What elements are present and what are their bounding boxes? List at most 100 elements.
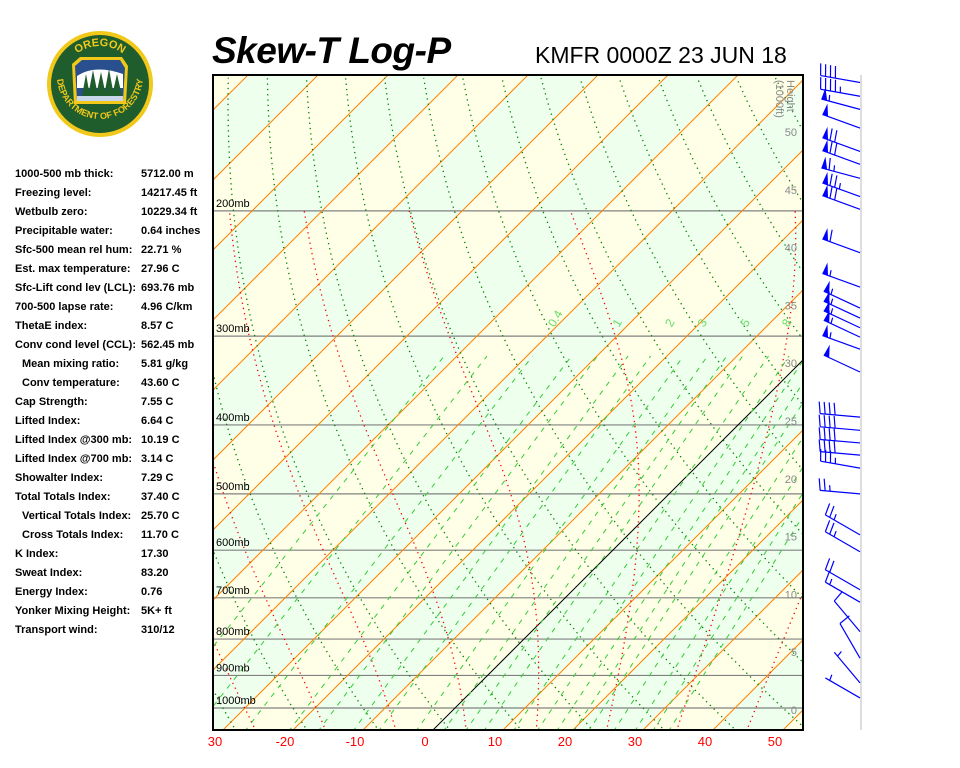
wind-barb-half-tick bbox=[829, 674, 833, 681]
mixing-ratio-line bbox=[318, 355, 598, 730]
wind-barb-staff bbox=[822, 334, 861, 350]
stat-row: Showalter Index: 7.29 C bbox=[15, 472, 173, 488]
stat-value: 22.71 % bbox=[141, 244, 182, 256]
wind-barb-staff bbox=[820, 413, 861, 418]
wind-barb-staff bbox=[822, 272, 861, 288]
height-tick-label: 25 bbox=[785, 416, 797, 428]
isotherm-line bbox=[213, 75, 529, 391]
stat-value: 4.96 C/km bbox=[141, 301, 193, 313]
isotherm-line bbox=[851, 66, 960, 732]
stat-label: Cap Strength: bbox=[15, 396, 88, 408]
height-tick-label: 30 bbox=[785, 358, 797, 370]
chart-title: Skew-T Log-P bbox=[212, 30, 451, 71]
plot-frame bbox=[212, 74, 804, 731]
wind-barb-staff bbox=[822, 238, 861, 254]
stat-label: Sfc-500 mean rel hum: bbox=[15, 244, 133, 256]
wind-barb-staff bbox=[820, 489, 861, 495]
stat-value: 10.19 C bbox=[141, 434, 180, 446]
isobar-label: 300mb bbox=[216, 323, 250, 335]
stat-row: Wetbulb zero: 10229.34 ft bbox=[15, 206, 197, 222]
wind-barb-flag bbox=[823, 290, 830, 304]
stat-value: 14217.45 ft bbox=[141, 187, 198, 199]
wind-barb-flag bbox=[822, 103, 829, 117]
wind-barb-flag bbox=[821, 156, 828, 170]
isotherm-line bbox=[0, 66, 187, 732]
temperature-band bbox=[782, 709, 803, 730]
wind-barb-flag bbox=[822, 126, 829, 140]
stat-label: Lifted Index: bbox=[15, 415, 81, 427]
isobar-label: 900mb bbox=[216, 662, 250, 674]
wind-barb-flag bbox=[822, 139, 829, 153]
wind-barb-staff bbox=[821, 167, 861, 179]
wind-barb-tick bbox=[818, 427, 821, 440]
stat-row: ThetaE index: 8.57 C bbox=[15, 320, 173, 336]
wind-barb-flag bbox=[822, 324, 829, 338]
wind-barb-tick bbox=[818, 478, 821, 491]
wind-barb bbox=[823, 280, 861, 309]
mixing-ratio-line bbox=[652, 491, 803, 730]
wind-barb-flag bbox=[823, 344, 830, 358]
stat-label: Conv cond level (CCL): bbox=[15, 339, 137, 351]
wind-barb-flag bbox=[823, 280, 830, 294]
isotherm-line bbox=[572, 499, 803, 730]
stat-row: 700-500 lapse rate: 4.96 C/km bbox=[15, 301, 192, 317]
mixing-ratio-line bbox=[537, 355, 790, 730]
wind-barb-staff bbox=[822, 195, 861, 210]
wind-barb bbox=[833, 591, 861, 633]
dry-adiabat-line bbox=[893, 78, 960, 732]
height-tick-label: 50 bbox=[785, 127, 797, 139]
stat-row: K Index: 17.30 bbox=[15, 548, 169, 564]
wind-barb-tick bbox=[834, 130, 838, 143]
stat-label: Precipitable water: bbox=[15, 225, 113, 237]
stat-value: 11.70 C bbox=[141, 529, 179, 541]
wind-barb-tick bbox=[834, 175, 838, 188]
dry-adiabat-line bbox=[383, 77, 737, 730]
wind-barb-tick bbox=[824, 570, 831, 583]
isotherm-line bbox=[502, 429, 803, 730]
stat-label: Total Totals Index: bbox=[15, 491, 111, 503]
height-tick-label: 45 bbox=[785, 185, 797, 197]
wind-barb bbox=[818, 478, 861, 495]
wind-barb-half-tick bbox=[833, 165, 836, 172]
stat-label: Lifted Index @300 mb: bbox=[15, 434, 133, 446]
isotherm-line bbox=[213, 79, 803, 671]
wind-barb-staff bbox=[823, 319, 861, 338]
wind-barb-half-tick bbox=[830, 288, 834, 295]
wind-barb-tick bbox=[824, 558, 831, 570]
wind-barb-flag bbox=[823, 300, 830, 314]
isotherm-line bbox=[213, 75, 599, 461]
isobar-label: 200mb bbox=[216, 198, 250, 210]
wind-barb-staff bbox=[823, 290, 861, 309]
wind-barb-tick bbox=[829, 229, 833, 242]
wind-barb-staff bbox=[820, 460, 861, 469]
wind-barb bbox=[818, 401, 861, 418]
wind-barb bbox=[824, 570, 861, 603]
wind-barb bbox=[823, 300, 861, 329]
stat-value: 5K+ ft bbox=[141, 605, 172, 617]
wind-barb-tick bbox=[834, 187, 838, 201]
stat-label: Transport wind: bbox=[15, 624, 98, 636]
height-tick-label: 15 bbox=[785, 532, 797, 544]
wind-barb-tick bbox=[818, 439, 821, 452]
wind-barb-staff bbox=[822, 137, 861, 152]
wind-barb bbox=[822, 262, 861, 288]
stat-label: Freezing level: bbox=[15, 187, 92, 199]
wind-barb-tick bbox=[828, 157, 831, 171]
wind-barb bbox=[822, 103, 861, 129]
wind-barb-tick bbox=[823, 401, 826, 415]
wind-barb bbox=[823, 290, 861, 319]
isotherm-line bbox=[213, 75, 669, 531]
wind-barb-tick bbox=[833, 440, 836, 453]
height-tick-label: 20 bbox=[785, 474, 797, 486]
wind-barb bbox=[820, 449, 861, 469]
wind-barb-staff bbox=[822, 150, 861, 165]
wind-barb-staff bbox=[825, 514, 861, 536]
isobar-label: 1000mb bbox=[216, 695, 256, 707]
wind-barb bbox=[818, 427, 861, 444]
stat-row: Lifted Index @300 mb: 10.19 C bbox=[15, 434, 180, 450]
x-tick-label: -10 bbox=[346, 734, 365, 749]
stat-value: 25.70 C bbox=[141, 510, 180, 522]
isobar-label: 800mb bbox=[216, 626, 250, 638]
stat-row: Sfc-Lift cond lev (LCL): 693.76 mb bbox=[15, 282, 194, 298]
